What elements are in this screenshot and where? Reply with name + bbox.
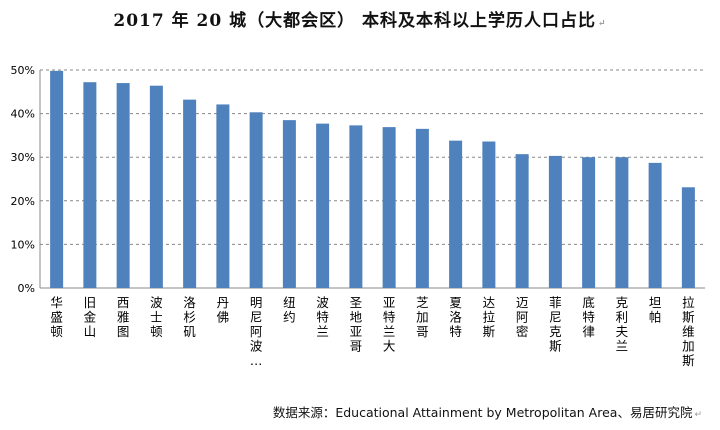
source-text: 数据来源：Educational Attainment by Metropoli…	[272, 405, 693, 420]
x-tick-label: 纽约	[283, 295, 296, 325]
chart-title: 2017 年 20 城（大都会区） 本科及本科以上学历人口占比 ↵	[0, 6, 720, 31]
bar	[449, 140, 463, 288]
y-tick-label: 0%	[18, 282, 35, 295]
x-tick-labels: 华盛顿 旧金山 西雅图 波士顿 洛杉矶 丹佛 明尼阿波… 纽约 波特兰 圣地亚哥 亚特兰大 芝加哥 夏洛…	[50, 295, 695, 368]
bar	[249, 112, 263, 289]
x-tick-label: 洛杉矶	[183, 295, 196, 339]
bar	[415, 128, 429, 288]
bar	[681, 187, 695, 288]
bar	[149, 85, 163, 288]
x-tick-label: 拉斯维加斯	[682, 295, 695, 368]
bar	[615, 157, 629, 288]
x-tick-label: 西雅图	[117, 295, 130, 339]
bar	[316, 123, 330, 289]
y-tick-labels: 0% 10% 20% 30% 40% 50%	[11, 64, 35, 295]
bar	[515, 154, 529, 288]
x-tick-label: 圣地亚哥	[350, 295, 363, 354]
x-tick-label: 夏洛特	[449, 295, 462, 339]
x-tick-label: 芝加哥	[416, 295, 429, 339]
x-tick-label: 旧金山	[84, 295, 97, 339]
bar	[116, 83, 130, 288]
y-tick-label: 40%	[11, 108, 35, 121]
source-note: 数据来源：Educational Attainment by Metropoli…	[273, 402, 702, 421]
y-tick-label: 10%	[11, 238, 35, 251]
bar	[183, 99, 197, 288]
paragraph-mark-icon: ↵	[694, 410, 702, 420]
x-tick-label: 明尼阿波…	[250, 295, 263, 368]
bar	[382, 127, 396, 288]
axes	[39, 70, 705, 289]
bar	[282, 120, 296, 288]
x-tick-label: 华盛顿	[50, 295, 63, 339]
x-tick-label: 波特兰	[316, 295, 329, 339]
bar	[582, 157, 596, 288]
gridlines	[40, 69, 705, 245]
x-tick-label: 克利夫兰	[616, 295, 629, 354]
x-tick-label: 迈阿密	[516, 295, 529, 339]
bar	[648, 162, 662, 288]
x-tick-label: 底特律	[582, 295, 595, 339]
x-tick-label: 波士顿	[150, 295, 163, 339]
paragraph-mark-icon: ↵	[598, 19, 607, 29]
y-tick-label: 30%	[11, 151, 35, 164]
x-tick-label: 坦帕	[649, 295, 662, 325]
x-tick-label: 菲尼克斯	[549, 295, 562, 354]
x-tick-label: 丹佛	[217, 295, 230, 325]
bars	[50, 70, 695, 289]
bar	[349, 125, 363, 288]
bar	[83, 82, 97, 288]
x-tick-label: 达拉斯	[483, 295, 496, 339]
y-tick-label: 50%	[11, 64, 35, 77]
chart-title-text: 2017 年 20 城（大都会区） 本科及本科以上学历人口占比	[113, 11, 597, 31]
x-tick-label: 亚特兰大	[383, 295, 396, 354]
y-tick-label: 20%	[11, 195, 35, 208]
bar	[216, 104, 230, 288]
bar	[482, 141, 496, 288]
bar	[50, 70, 64, 288]
bar	[548, 155, 562, 288]
